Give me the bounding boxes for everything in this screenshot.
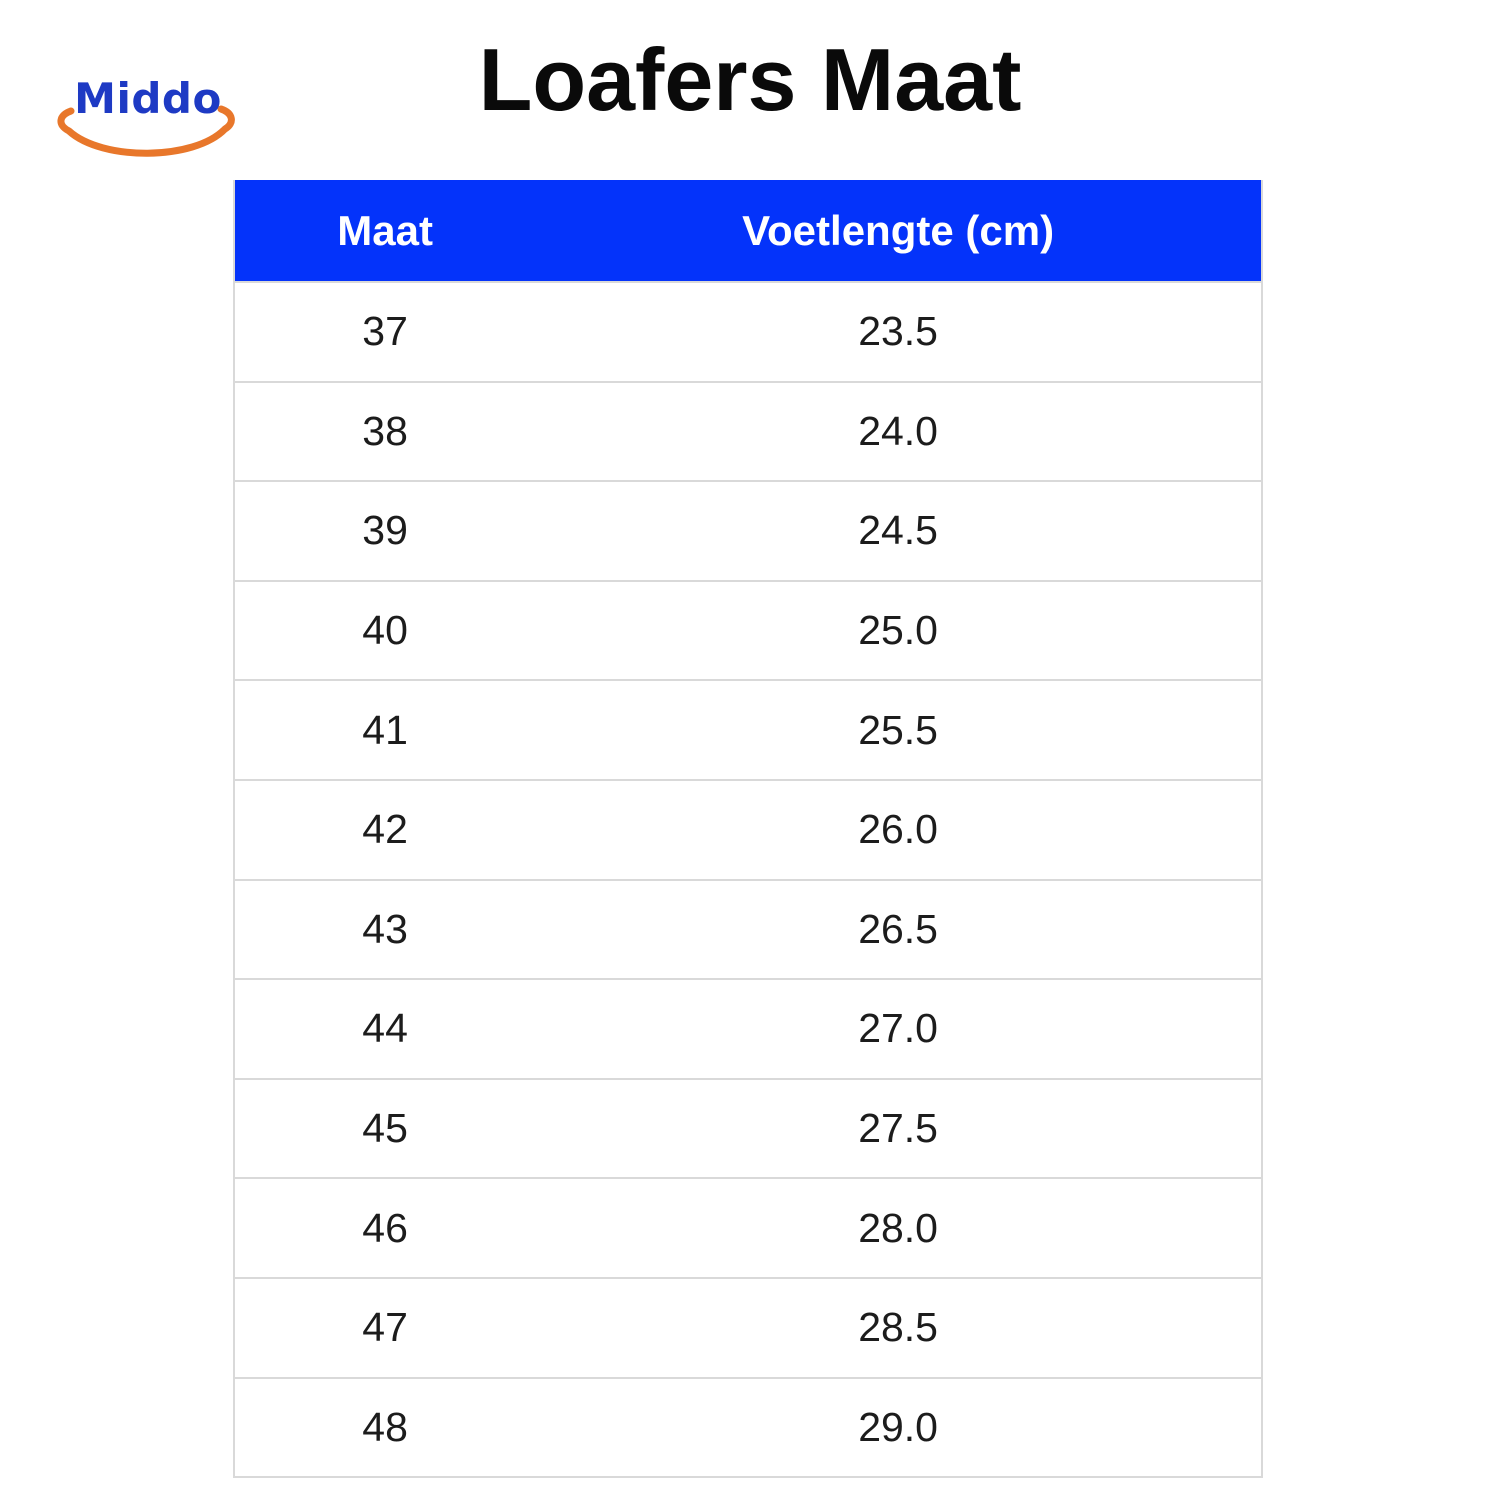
table-row: 39 24.5 [234,481,1262,582]
size-cell: 37 [234,282,536,383]
table-row: 42 26.0 [234,779,1262,881]
length-cell: 25.5 [535,680,1262,781]
table-row: 37 23.5 [234,282,1262,383]
length-cell: 23.5 [535,282,1262,383]
size-cell: 46 [234,1178,536,1279]
length-cell: 29.0 [535,1377,1262,1479]
size-cell: 48 [234,1377,536,1479]
length-cell: 26.5 [535,879,1262,981]
size-chart-table: Maat Voetlengte (cm) 37 23.5 38 24.0 39 … [233,180,1263,1479]
size-cell: 47 [234,1277,536,1379]
column-header-maat: Maat [234,180,536,283]
length-cell: 25.0 [535,580,1262,682]
table-row: 47 28.5 [234,1277,1262,1379]
middo-logo: Middo [56,78,240,174]
table-row: 38 24.0 [234,381,1262,483]
page-title: Loafers Maat [478,30,1022,129]
length-cell: 28.5 [535,1277,1262,1379]
size-cell: 39 [234,481,536,582]
size-cell: 41 [234,680,536,781]
table-row: 48 29.0 [234,1377,1262,1479]
size-cell: 44 [234,979,536,1080]
size-cell: 45 [234,1078,536,1180]
size-cell: 40 [234,580,536,682]
length-cell: 24.5 [535,481,1262,582]
column-header-voetlengte: Voetlengte (cm) [535,180,1262,283]
length-cell: 24.0 [535,381,1262,483]
length-cell: 28.0 [535,1178,1262,1279]
table-row: 41 25.5 [234,680,1262,781]
length-cell: 27.0 [535,979,1262,1080]
length-cell: 26.0 [535,779,1262,881]
table-row: 44 27.0 [234,979,1262,1080]
logo-text: Middo [74,74,222,123]
table-row: 40 25.0 [234,580,1262,682]
smile-swoosh-icon [57,105,235,157]
size-cell: 42 [234,779,536,881]
length-cell: 27.5 [535,1078,1262,1180]
size-cell: 43 [234,879,536,981]
header-row: Maat Voetlengte (cm) [234,180,1262,283]
table-row: 45 27.5 [234,1078,1262,1180]
size-cell: 38 [234,381,536,483]
table-row: 46 28.0 [234,1178,1262,1279]
table-row: 43 26.5 [234,879,1262,981]
